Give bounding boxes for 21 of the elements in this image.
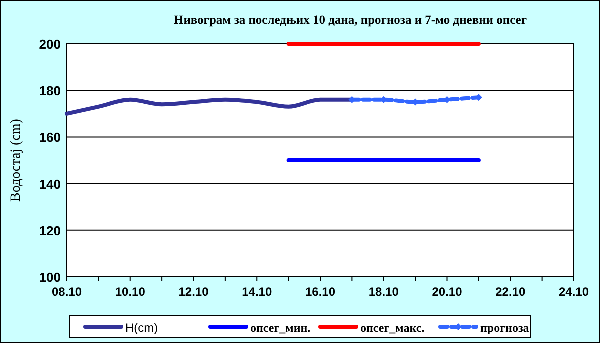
- y-axis-title: Водостај (cm): [9, 118, 24, 202]
- y-tick-label: 120: [39, 223, 61, 238]
- x-tick-label: 12.10: [178, 285, 210, 299]
- x-tick-label: 10.10: [115, 285, 146, 299]
- x-tick-label: 16.10: [305, 285, 336, 299]
- x-tick-label: 24.10: [558, 285, 590, 299]
- legend-label: опсег_мин.: [250, 321, 311, 335]
- y-tick-label: 200: [39, 37, 61, 52]
- y-tick-label: 160: [39, 130, 61, 146]
- legend-label: H(cm): [126, 321, 158, 335]
- chart-title: Нивограм за последњих 10 дана, прогноза и 7-мо дневни опсег: [174, 13, 528, 27]
- x-tick-label: 18.10: [368, 285, 400, 299]
- x-tick-label: 22.10: [496, 285, 526, 299]
- legend-label: опсег_макс.: [360, 321, 425, 335]
- x-tick-label: 20.10: [432, 285, 463, 299]
- y-tick-label: 180: [39, 84, 61, 99]
- x-tick-label: 08.10: [52, 285, 82, 299]
- y-tick-label: 140: [39, 176, 61, 192]
- legend-label: прогноза: [480, 321, 530, 335]
- y-tick-label: 100: [39, 270, 61, 285]
- x-tick-label: 14.10: [242, 285, 272, 299]
